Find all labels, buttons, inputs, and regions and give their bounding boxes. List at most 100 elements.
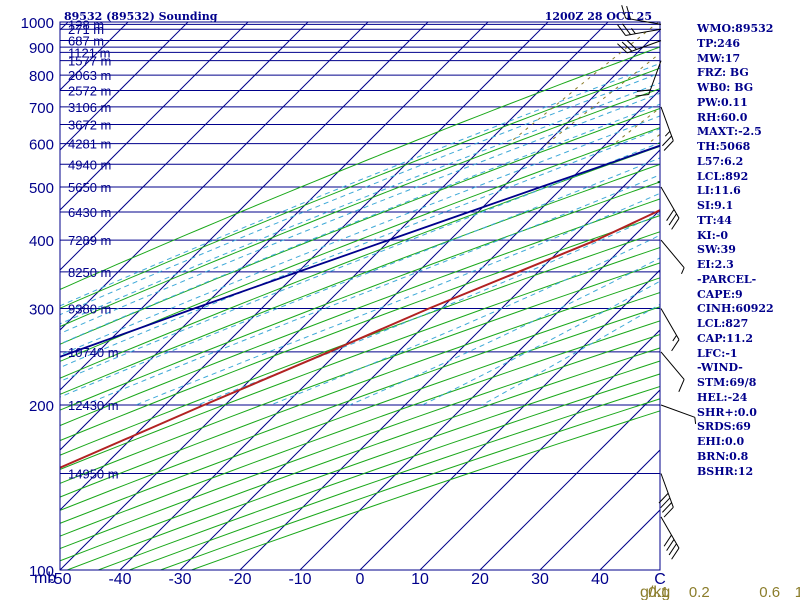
temperature-trace — [60, 208, 660, 469]
wind-barbs — [617, 5, 697, 560]
wind-barb-full — [626, 39, 637, 50]
wind-barb-full — [663, 140, 674, 151]
height-label: 2063 m — [68, 68, 111, 83]
temperature-tick-label: -50 — [48, 571, 71, 588]
dry-adiabat-line — [60, 246, 660, 470]
wind-barb-staff — [648, 60, 662, 95]
index-item: PW:0.11 — [697, 95, 748, 109]
dry-adiabat-line — [60, 292, 660, 511]
wind-barb-full — [621, 41, 633, 52]
wind-barb-half — [681, 267, 685, 275]
wind-barb-full — [660, 497, 671, 509]
wind-barb-full — [663, 506, 674, 518]
index-item: HEL:-24 — [697, 390, 748, 404]
dry-adiabat-line — [60, 198, 660, 427]
temperature-tick-label: 40 — [591, 571, 609, 588]
height-label: 3106 m — [68, 100, 111, 115]
index-item: TH:5068 — [697, 140, 751, 153]
wind-barb — [635, 60, 662, 97]
moist-adiabat-line — [60, 115, 660, 356]
wind-barb — [660, 516, 680, 560]
temperature-tick-label: -30 — [168, 571, 191, 588]
chart-title: 89532 (89532) Sounding — [64, 10, 218, 23]
wind-barb-staff — [625, 28, 662, 36]
wind-barb-full — [626, 6, 631, 20]
wind-barb-full — [621, 5, 627, 19]
index-item: SI:9.1 — [697, 199, 734, 212]
isotherm-line — [60, 22, 549, 511]
wind-barb — [621, 5, 662, 25]
plot-frame — [59, 21, 661, 571]
isotherm-line — [179, 89, 660, 570]
height-label: 1577 m — [68, 54, 111, 69]
wind-barb-full — [671, 339, 680, 352]
isotherm-line — [60, 22, 609, 570]
wind-barb-staff — [660, 106, 674, 141]
height-label: 5650 m — [68, 180, 111, 195]
wind-barb — [660, 239, 685, 275]
pressure-tick-label: 200 — [29, 398, 54, 415]
sounding-indices-list: WMO:89532 TP:246 MW:17 FRZ: BG WB0: BG PW:0.1… — [697, 22, 774, 479]
isotherm-line — [239, 149, 660, 570]
wind-barb-full — [668, 213, 677, 226]
pressure-tick-label: 500 — [29, 180, 54, 197]
moist-adiabat-line — [135, 192, 660, 406]
wind-barb-full — [617, 43, 628, 54]
wind-barb-full — [662, 135, 672, 147]
height-label: 10740 m — [68, 345, 119, 360]
dry-adiabat-line — [60, 163, 660, 395]
index-item: MAXT:-2.5 — [697, 125, 762, 139]
mixing-ratio-tick-label: 0.6 — [759, 584, 780, 600]
index-item: SW:39 — [697, 243, 736, 257]
wind-barb-full — [637, 89, 651, 92]
temperature-tick-label: 0 — [356, 571, 365, 588]
wind-barb-staff — [660, 404, 695, 418]
wind-barb-full — [662, 502, 672, 513]
isotherm-line — [60, 22, 309, 271]
wind-barb-full — [671, 217, 680, 230]
pressure-tick-label: 700 — [29, 100, 54, 117]
wind-barb-full — [617, 24, 626, 36]
temperature-tick-label: -40 — [108, 571, 131, 588]
index-item: CAPE:9 — [697, 287, 743, 301]
moist-adiabat-line — [60, 92, 660, 335]
height-label: 4940 m — [68, 157, 111, 172]
wind-barb — [660, 351, 685, 392]
wind-barb-full — [678, 379, 685, 392]
isotherm-line — [299, 209, 660, 570]
index-item: KI:-0 — [697, 228, 728, 242]
height-label: 14950 m — [68, 467, 119, 482]
mixing-ratio-tick-label: 0.1 — [648, 584, 669, 600]
pressure-tick-label: 1000 — [21, 15, 54, 32]
wind-barb-half — [630, 28, 636, 35]
wind-barb-full — [658, 492, 669, 504]
moist-adiabat-line — [60, 103, 660, 345]
wind-barb-half — [672, 335, 677, 342]
wind-barb — [617, 23, 662, 36]
moist-adiabat-line — [60, 72, 660, 316]
temperature-tick-label: -10 — [288, 571, 311, 588]
index-item: -PARCEL- — [697, 272, 757, 286]
height-label: 7289 m — [68, 233, 111, 248]
index-item: L57:6.2 — [697, 154, 744, 168]
pressure-tick-label: 600 — [29, 137, 54, 154]
wind-barb-staff — [660, 351, 685, 380]
index-item: FRZ: BG — [697, 66, 749, 80]
isotherm-line — [60, 22, 189, 151]
height-label: 2572 m — [68, 83, 111, 98]
dry-adiabat-line — [60, 306, 660, 524]
dry-adiabat-line — [60, 277, 660, 498]
height-label: 128 m — [68, 17, 104, 32]
height-label: 1121 m — [68, 45, 110, 60]
wind-barb-staff — [660, 186, 680, 219]
pressure-tick-label: 900 — [29, 40, 54, 57]
wind-barb-half — [694, 417, 697, 425]
pressure-tick-label: 300 — [29, 302, 54, 319]
parcel-trace — [60, 144, 660, 358]
index-item: TT:44 — [697, 213, 732, 227]
index-item: BRN:0.8 — [697, 449, 749, 463]
wind-barb-staff — [660, 516, 680, 549]
isotherm-line — [60, 22, 489, 451]
wind-barb — [660, 404, 697, 425]
mixing-ratio-line — [547, 52, 660, 144]
